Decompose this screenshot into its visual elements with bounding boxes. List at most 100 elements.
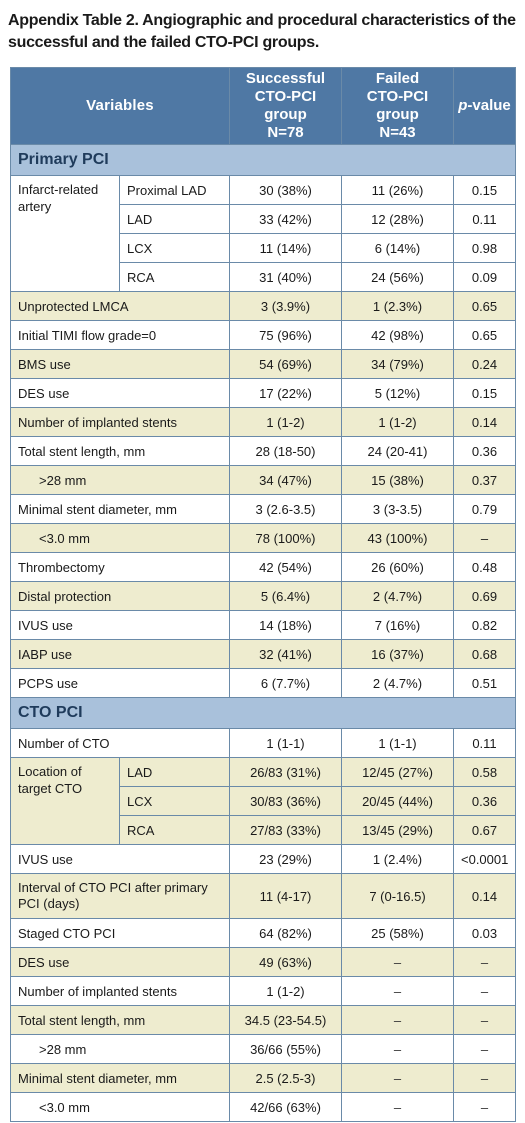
cell-successful: 5 (6.4%) — [229, 581, 342, 611]
table-row: <3.0 mm 78 (100%) 43 (100%) – — [10, 523, 516, 553]
cell-successful: 49 (63%) — [229, 947, 342, 977]
cell-successful: 1 (1-2) — [229, 407, 342, 437]
cell-successful: 3 (2.6-3.5) — [229, 494, 342, 524]
cell-failed: – — [341, 1005, 454, 1035]
row-label-ira: Infarct-related artery — [10, 175, 120, 292]
table-row: Initial TIMI flow grade=0 75 (96%) 42 (9… — [10, 320, 516, 350]
cell-failed: – — [341, 947, 454, 977]
header-successful: Successful CTO-PCI group N=78 — [229, 67, 342, 145]
cell-failed: 5 (12%) — [341, 378, 454, 408]
row-label: <3.0 mm — [10, 1092, 230, 1122]
cell-failed: 12/45 (27%) — [341, 757, 454, 787]
table-row: BMS use 54 (69%) 34 (79%) 0.24 — [10, 349, 516, 379]
cell-failed: 11 (26%) — [341, 175, 454, 205]
table-row: <3.0 mm 42/66 (63%) – – — [10, 1092, 516, 1122]
cell-pvalue: 0.79 — [453, 494, 516, 524]
cell-failed: 6 (14%) — [341, 233, 454, 263]
row-label: IVUS use — [10, 844, 230, 874]
cell-successful: 1 (1-1) — [229, 728, 342, 758]
cell-successful: 27/83 (33%) — [229, 815, 342, 845]
cell-successful: 31 (40%) — [229, 262, 342, 292]
table-row: LCX 11 (14%) 6 (14%) 0.98 — [11, 233, 516, 263]
table-row: DES use 17 (22%) 5 (12%) 0.15 — [10, 378, 516, 408]
table-row: RCA 27/83 (33%) 13/45 (29%) 0.67 — [11, 815, 516, 845]
cell-failed: – — [341, 976, 454, 1006]
cell-pvalue: – — [453, 947, 516, 977]
cell-pvalue: – — [453, 523, 516, 553]
cell-pvalue: – — [453, 1063, 516, 1093]
table-row: >28 mm 34 (47%) 15 (38%) 0.37 — [10, 465, 516, 495]
header-successful-line3: N=78 — [267, 124, 304, 141]
section-title-cto: CTO PCI — [10, 697, 516, 729]
header-failed-line3: N=43 — [379, 124, 416, 141]
cell-pvalue: 0.98 — [453, 233, 516, 263]
cell-failed: 7 (16%) — [341, 610, 454, 640]
header-pvalue-italic: p — [458, 97, 468, 114]
table-row: Total stent length, mm 34.5 (23-54.5) – … — [10, 1005, 516, 1035]
cell-pvalue: <0.0001 — [453, 844, 516, 874]
cell-pvalue: 0.11 — [453, 728, 516, 758]
table-row: Number of implanted stents 1 (1-2) 1 (1-… — [10, 407, 516, 437]
header-failed-line1: Failed — [375, 70, 420, 87]
table-row: IVUS use 14 (18%) 7 (16%) 0.82 — [10, 610, 516, 640]
row-label: Total stent length, mm — [10, 1005, 230, 1035]
table-row: Minimal stent diameter, mm 2.5 (2.5-3) –… — [10, 1063, 516, 1093]
row-label: >28 mm — [10, 465, 230, 495]
row-label: Number of CTO — [10, 728, 230, 758]
cell-failed: 26 (60%) — [341, 552, 454, 582]
table-row: Infarct-related artery Proximal LAD 30 (… — [10, 175, 516, 292]
cell-successful: 54 (69%) — [229, 349, 342, 379]
cell-failed: 34 (79%) — [341, 349, 454, 379]
row-label: DES use — [10, 947, 230, 977]
characteristics-table: Variables Successful CTO-PCI group N=78 … — [10, 67, 516, 1122]
table-caption: Appendix Table 2. Angiographic and proce… — [8, 12, 516, 51]
cell-successful: 42/66 (63%) — [229, 1092, 342, 1122]
cell-pvalue: 0.14 — [453, 407, 516, 437]
cell-failed: 42 (98%) — [341, 320, 454, 350]
table-row: IVUS use 23 (29%) 1 (2.4%) <0.0001 — [10, 844, 516, 874]
cell-pvalue: – — [453, 1092, 516, 1122]
cell-failed: 1 (2.3%) — [341, 291, 454, 321]
table-row: Unprotected LMCA 3 (3.9%) 1 (2.3%) 0.65 — [10, 291, 516, 321]
row-sublabel: LCX — [119, 233, 230, 263]
header-failed-line2: CTO-PCI group — [366, 88, 429, 123]
cell-successful: 36/66 (55%) — [229, 1034, 342, 1064]
cell-failed: – — [341, 1092, 454, 1122]
cell-successful: 78 (100%) — [229, 523, 342, 553]
cell-pvalue: 0.65 — [453, 291, 516, 321]
cell-successful: 34.5 (23-54.5) — [229, 1005, 342, 1035]
cell-pvalue: 0.24 — [453, 349, 516, 379]
cell-pvalue: 0.65 — [453, 320, 516, 350]
row-label: Initial TIMI flow grade=0 — [10, 320, 230, 350]
row-label: PCPS use — [10, 668, 230, 698]
cell-failed: 2 (4.7%) — [341, 668, 454, 698]
header-pvalue-rest: -value — [467, 97, 511, 114]
header-pvalue: p-value — [453, 67, 516, 145]
table-row: PCPS use 6 (7.7%) 2 (4.7%) 0.51 — [10, 668, 516, 698]
header-variables: Variables — [10, 67, 230, 145]
cell-successful: 23 (29%) — [229, 844, 342, 874]
row-sublabel: Proximal LAD — [119, 175, 230, 205]
table-row: Location of target CTO LAD 26/83 (31%) 1… — [10, 757, 516, 845]
row-label: Staged CTO PCI — [10, 918, 230, 948]
row-label: BMS use — [10, 349, 230, 379]
table-row: Staged CTO PCI 64 (82%) 25 (58%) 0.03 — [10, 918, 516, 948]
section-title-primary: Primary PCI — [10, 144, 516, 176]
cell-failed: 1 (1-1) — [341, 728, 454, 758]
cell-pvalue: 0.09 — [453, 262, 516, 292]
cell-pvalue: 0.37 — [453, 465, 516, 495]
cell-pvalue: 0.58 — [453, 757, 516, 787]
cell-successful: 11 (14%) — [229, 233, 342, 263]
cell-successful: 3 (3.9%) — [229, 291, 342, 321]
cell-failed: 12 (28%) — [341, 204, 454, 234]
row-label: >28 mm — [10, 1034, 230, 1064]
cell-failed: 7 (0-16.5) — [341, 873, 454, 919]
cell-successful: 26/83 (31%) — [229, 757, 342, 787]
row-label: IVUS use — [10, 610, 230, 640]
row-label: Number of implanted stents — [10, 407, 230, 437]
cell-failed: 1 (2.4%) — [341, 844, 454, 874]
cell-successful: 34 (47%) — [229, 465, 342, 495]
cell-successful: 28 (18-50) — [229, 436, 342, 466]
cell-pvalue: – — [453, 1034, 516, 1064]
